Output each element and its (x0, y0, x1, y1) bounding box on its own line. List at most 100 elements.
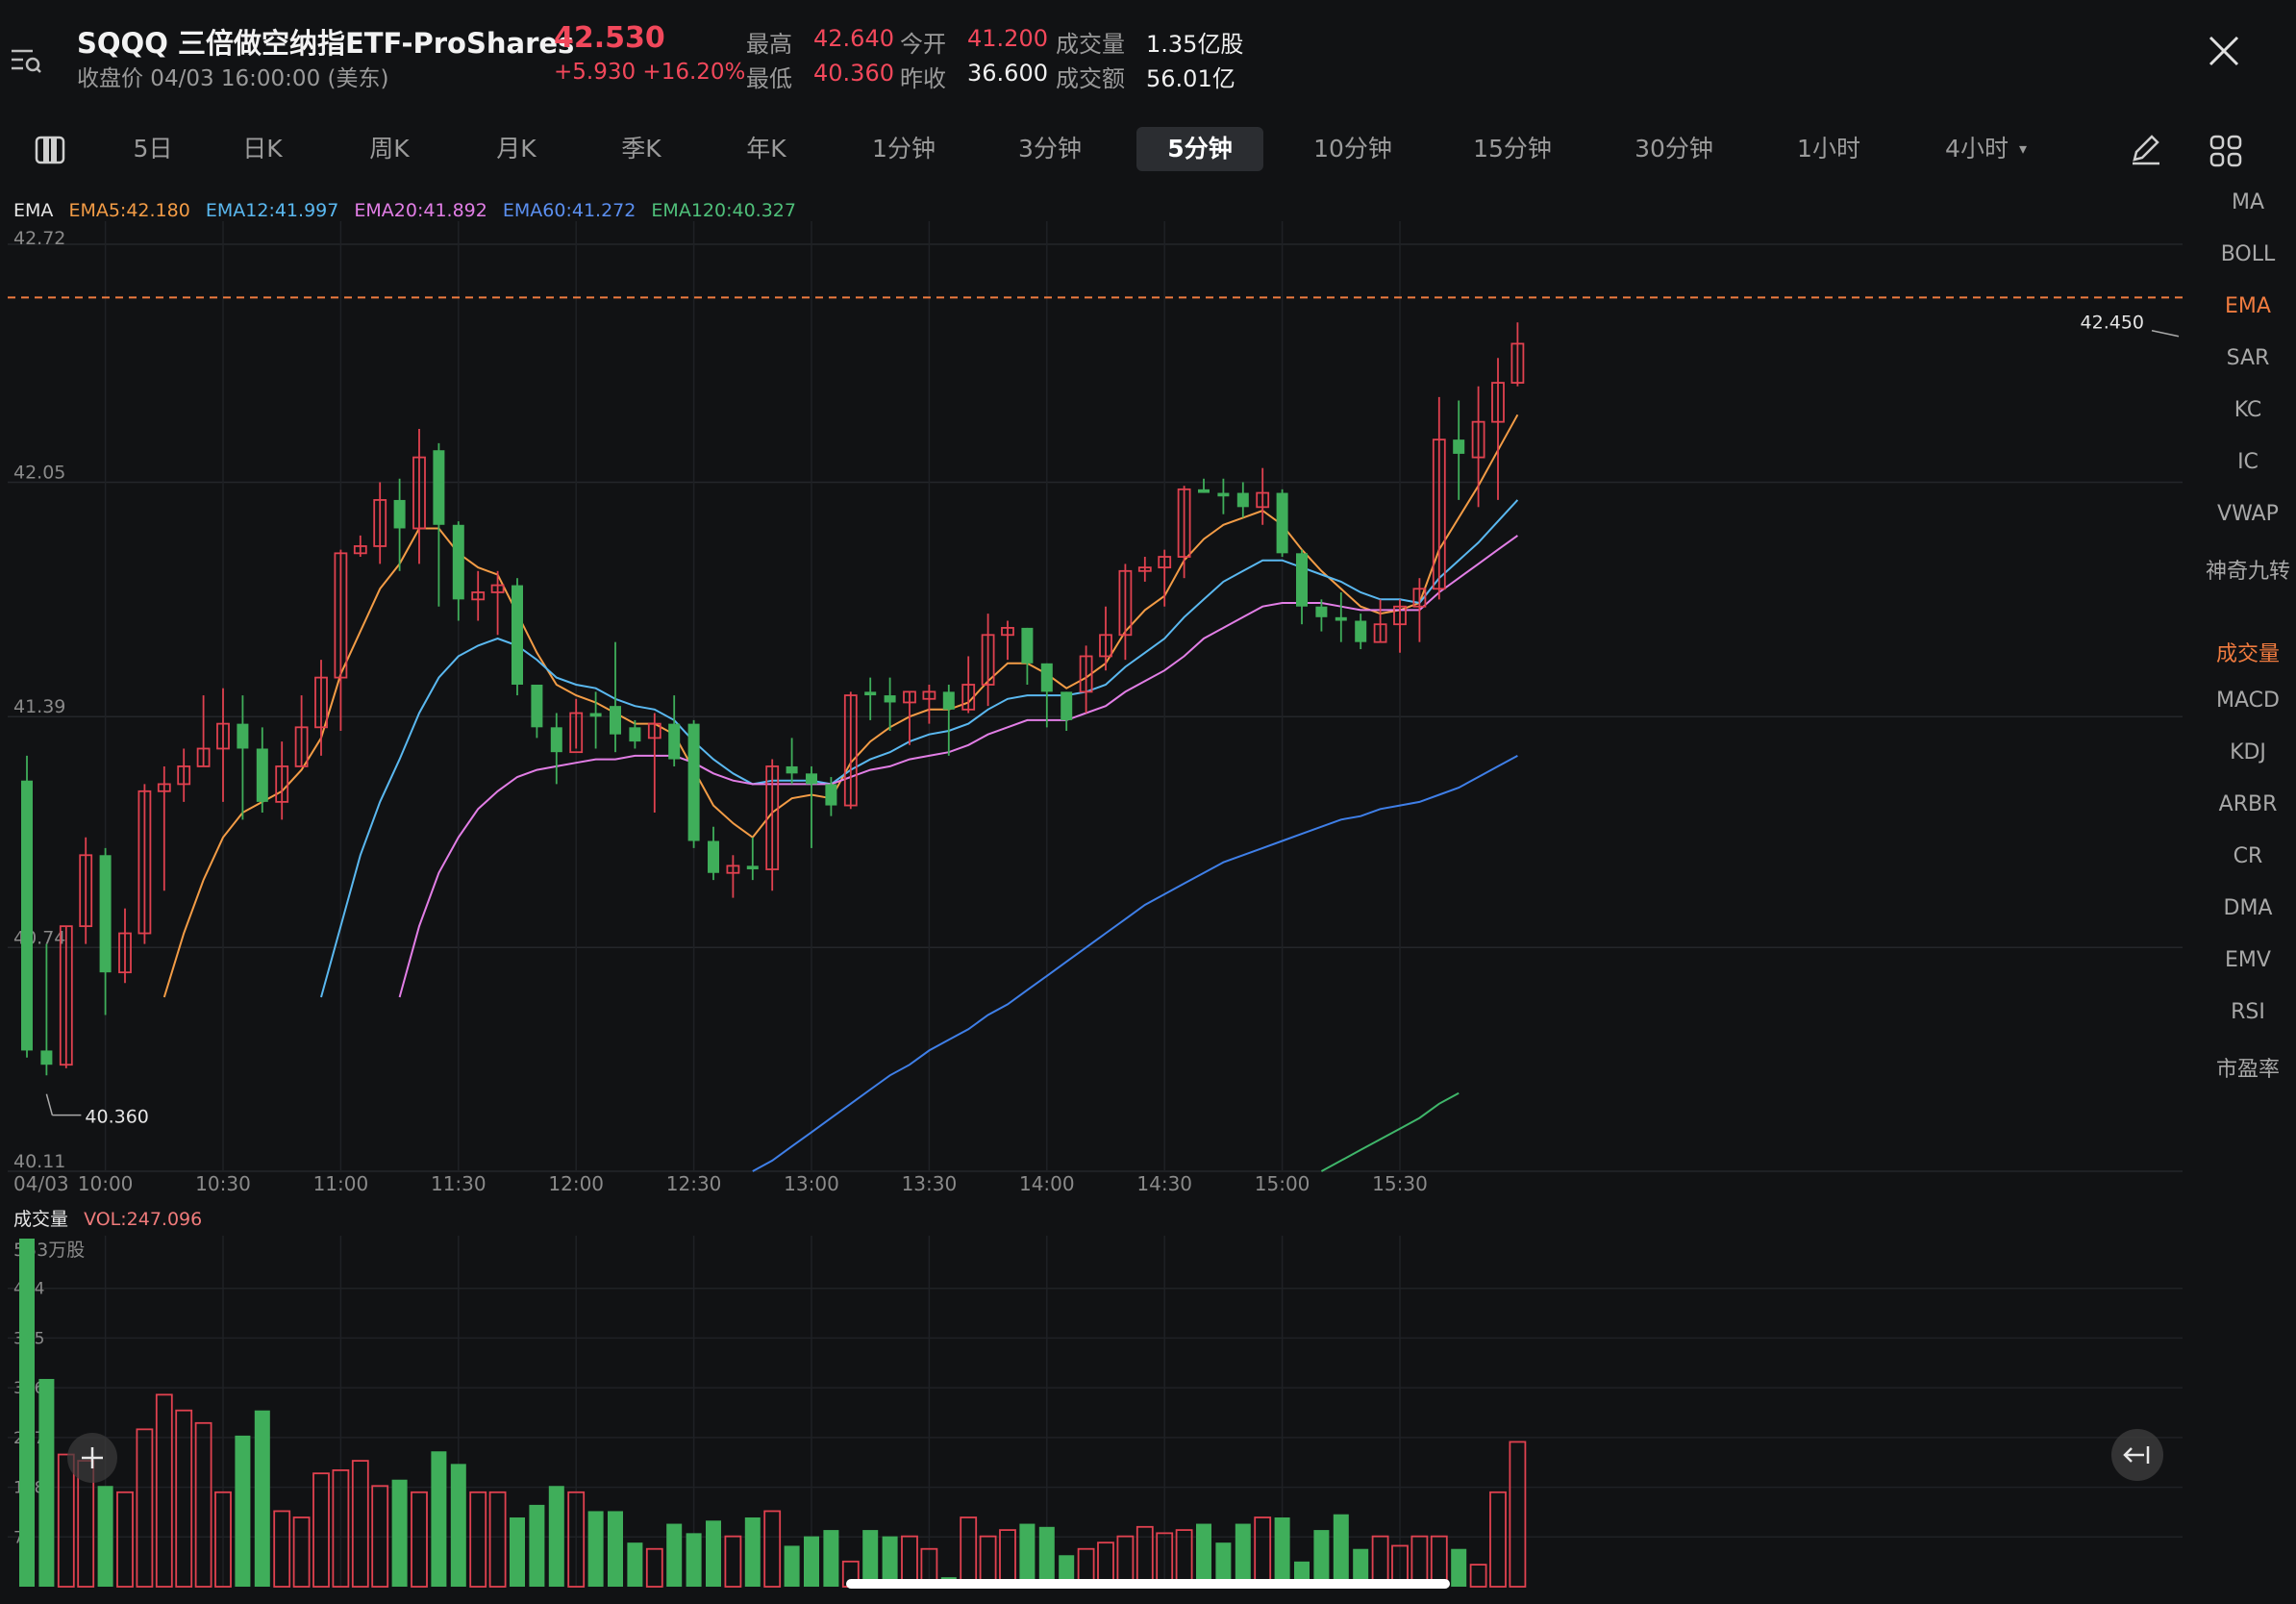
candle-body (21, 780, 33, 1051)
indicator-magic-nine[interactable]: 神奇九转 (2205, 560, 2290, 584)
candle-body (1236, 492, 1249, 508)
indicator-pe-ratio[interactable]: 市盈率 (2215, 1058, 2280, 1082)
candle-body (589, 713, 602, 717)
crosshair-button[interactable] (67, 1433, 117, 1483)
candle-body (177, 765, 191, 786)
tab-5min[interactable]: 5分钟 (1136, 127, 1263, 171)
candle-body (1158, 556, 1172, 569)
tab-quarterly[interactable]: 季K (621, 135, 661, 163)
candle-body (1335, 616, 1347, 621)
candle-body (471, 591, 486, 601)
tab-yearly[interactable]: 年K (746, 135, 786, 163)
volume-bar (510, 1516, 525, 1587)
candle-body (1315, 606, 1328, 617)
indicator-ic[interactable]: IC (2237, 450, 2259, 474)
candle-body (1079, 655, 1093, 693)
candle-body (1432, 439, 1446, 590)
tab-15min[interactable]: 15分钟 (1473, 135, 1552, 163)
time-tick-label: 14:00 (1019, 1172, 1075, 1195)
indicator-vwap[interactable]: VWAP (2217, 502, 2279, 526)
indicator-arbr[interactable]: ARBR (2218, 792, 2278, 816)
volume-bar (273, 1510, 291, 1588)
candle-body (1355, 620, 1367, 642)
indicator-ema[interactable]: EMA (2225, 294, 2271, 318)
tab-4hour[interactable]: 4小时 (1945, 135, 2009, 163)
close-icon[interactable] (2208, 35, 2240, 67)
tab-10min[interactable]: 10分钟 (1313, 135, 1392, 163)
volume-bar (882, 1536, 898, 1587)
volume-bar (116, 1491, 134, 1588)
layout-toggle-icon[interactable] (35, 135, 65, 165)
time-tick-label: 10:30 (195, 1172, 251, 1195)
candle-body (647, 722, 661, 739)
candle-body (1256, 491, 1270, 509)
volume-bar (608, 1511, 623, 1587)
volume-bar (567, 1491, 586, 1588)
volume-bar (645, 1547, 663, 1588)
volume-bar (1019, 1523, 1036, 1587)
tab-daily[interactable]: 日K (242, 135, 283, 163)
tab-3min[interactable]: 3分钟 (1018, 135, 1082, 163)
candle-body (1099, 634, 1112, 658)
volume-bar (666, 1523, 683, 1587)
candle-body (1471, 420, 1485, 459)
candle-body (1137, 566, 1152, 572)
stat-label-high: 最高 (746, 31, 792, 58)
scroll-to-latest-button[interactable] (2111, 1429, 2163, 1481)
home-indicator (846, 1579, 1450, 1589)
candle-body (196, 747, 211, 767)
close-time: 收盘价 04/03 16:00:00 (美东) (77, 66, 389, 91)
chevron-down-icon[interactable]: ▾ (2018, 139, 2028, 158)
volume-bar (332, 1468, 350, 1588)
indicator-macd[interactable]: MACD (2216, 689, 2280, 713)
candle-body (786, 765, 798, 774)
candle-body (237, 723, 249, 749)
tab-30min[interactable]: 30分钟 (1635, 135, 1713, 163)
indicator-kc[interactable]: KC (2234, 398, 2262, 422)
indicator-rsi[interactable]: RSI (2231, 1000, 2265, 1024)
indicator-boll[interactable]: BOLL (2220, 242, 2276, 266)
volume-bar (1353, 1548, 1369, 1587)
candle-body (452, 524, 464, 600)
volume-bar (235, 1435, 251, 1587)
candle-body (1491, 382, 1505, 423)
time-tick-label: 13:30 (902, 1172, 958, 1195)
volume-bar (763, 1510, 782, 1588)
candle-body (99, 855, 112, 973)
tab-1hour[interactable]: 1小时 (1797, 135, 1860, 163)
volume-bar (450, 1464, 466, 1587)
candle-body (1510, 342, 1525, 384)
grid-menu-icon[interactable] (2209, 135, 2242, 167)
candle-body (1021, 627, 1034, 664)
indicator-kdj[interactable]: KDJ (2230, 740, 2266, 764)
candle-body (59, 925, 73, 1066)
volume-bar (19, 1239, 35, 1587)
indicator-sar[interactable]: SAR (2226, 346, 2270, 370)
candle-body (157, 783, 171, 792)
volume-bar (1254, 1516, 1272, 1588)
indicator-ma[interactable]: MA (2231, 190, 2265, 214)
time-tick-label: 15:30 (1372, 1172, 1428, 1195)
ema-legend-name: EMA (13, 200, 54, 221)
tab-monthly[interactable]: 月K (496, 135, 537, 163)
volume-bar (1215, 1542, 1232, 1587)
candle-body (512, 585, 523, 685)
volume-bar (292, 1516, 311, 1588)
price-tick-label: 42.72 (13, 228, 65, 249)
indicator-volume[interactable]: 成交量 (2215, 642, 2280, 666)
draw-pen-icon[interactable] (2129, 133, 2163, 167)
menu-search-icon[interactable] (10, 44, 42, 77)
tab-weekly[interactable]: 周K (369, 135, 410, 163)
tab-5day[interactable]: 5日 (133, 135, 173, 163)
volume-bar (488, 1491, 507, 1588)
indicator-emv[interactable]: EMV (2225, 948, 2271, 972)
candle-body (1061, 691, 1073, 720)
indicator-cr[interactable]: CR (2233, 844, 2263, 868)
ema-line-ema5 (162, 414, 1519, 998)
candle-body (393, 499, 406, 529)
ema5-legend: EMA5:42.180 (68, 200, 190, 221)
ema-line-ema120 (1320, 1091, 1460, 1172)
indicator-dma[interactable]: DMA (2223, 896, 2273, 920)
tab-1min[interactable]: 1分钟 (872, 135, 936, 163)
